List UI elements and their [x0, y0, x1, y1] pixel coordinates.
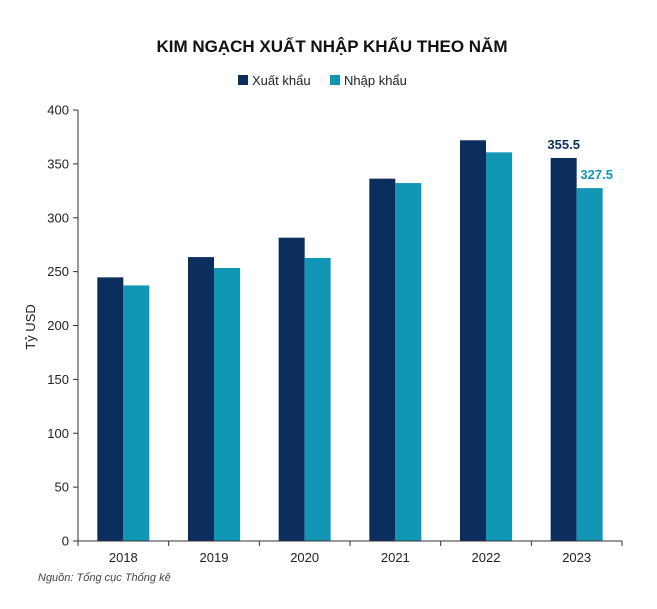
bar-import-2018	[123, 285, 150, 541]
y-tick-label: 150	[47, 372, 69, 387]
y-tick-label: 250	[47, 264, 69, 279]
y-tick-label: 50	[55, 480, 69, 495]
legend-swatch-export	[238, 75, 248, 85]
chart-title: KIM NGẠCH XUẤT NHẬP KHẨU THEO NĂM	[156, 37, 507, 56]
bar-export-2018	[97, 277, 124, 541]
x-axis: 2018 2019 2020 2021 2022 2023	[77, 540, 623, 565]
legend-label-export: Xuất khẩu	[252, 73, 311, 88]
x-tick-label: 2018	[109, 550, 138, 565]
x-tick-label: 2020	[290, 550, 319, 565]
bar-export-2020	[278, 237, 305, 541]
legend: Xuất khẩu Nhập khẩu	[238, 73, 407, 88]
bar-import-2020	[304, 257, 331, 541]
y-tick-label: 400	[47, 103, 69, 118]
x-tick-label: 2021	[381, 550, 410, 565]
bar-export-2019	[188, 257, 214, 541]
legend-swatch-import	[330, 75, 340, 85]
y-axis-label: Tỷ USD	[23, 304, 38, 350]
x-tick-label: 2023	[562, 550, 591, 565]
bar-export-2023	[550, 157, 577, 542]
bar-import-2022	[486, 152, 512, 541]
bar-export-2021	[369, 178, 396, 541]
bar-export-2022	[460, 140, 486, 541]
y-tick-label: 0	[62, 534, 69, 549]
bars	[97, 140, 603, 542]
data-label: 355.5	[547, 137, 580, 152]
bar-import-2019	[214, 267, 240, 541]
x-tick-label: 2019	[200, 550, 229, 565]
y-tick-label: 350	[47, 156, 69, 171]
y-tick-label: 300	[47, 210, 69, 225]
bar-import-2023	[576, 188, 603, 541]
y-tick-label: 200	[47, 318, 69, 333]
x-tick-label: 2022	[472, 550, 501, 565]
bar-import-2021	[395, 183, 422, 541]
y-tick-label: 100	[47, 426, 69, 441]
legend-label-import: Nhập khẩu	[344, 73, 407, 88]
data-label: 327.5	[580, 167, 613, 182]
source-note: Nguồn: Tổng cục Thống kê	[38, 572, 171, 584]
y-axis: 0 50 100 150 200 250 300 350 400	[47, 103, 79, 549]
